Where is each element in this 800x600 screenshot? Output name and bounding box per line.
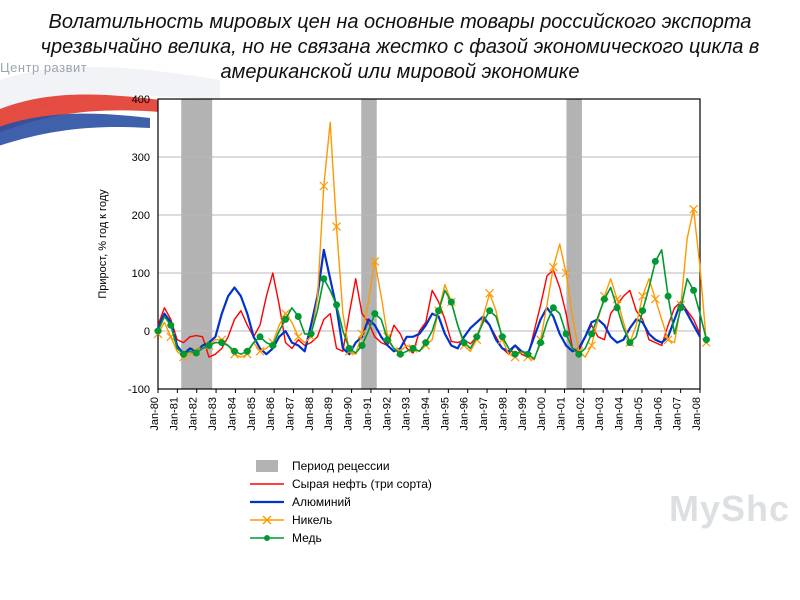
svg-text:300: 300 [132, 152, 150, 164]
svg-text:Jan-02: Jan-02 [575, 397, 587, 431]
svg-text:Jan-91: Jan-91 [362, 397, 374, 431]
svg-text:Прирост, % год к году: Прирост, % год к году [97, 189, 109, 299]
svg-text:Jan-80: Jan-80 [149, 397, 161, 431]
svg-text:Jan-00: Jan-00 [536, 397, 548, 431]
svg-text:Jan-94: Jan-94 [420, 397, 432, 431]
svg-text:Jan-06: Jan-06 [652, 397, 664, 431]
legend-label: Сырая нефть (три сорта) [292, 477, 432, 491]
legend-item: Никель [250, 511, 550, 529]
svg-text:Jan-04: Jan-04 [614, 397, 626, 431]
svg-text:Jan-03: Jan-03 [594, 397, 606, 431]
legend-label: Алюминий [292, 495, 351, 509]
line-chart: -100 0 100 200 300 400 Jan-80 Jan-81 Jan-82 Jan-8… [90, 91, 710, 451]
legend-swatch [250, 495, 284, 509]
svg-text:Jan-88: Jan-88 [304, 397, 316, 431]
svg-text:Jan-93: Jan-93 [401, 397, 413, 431]
svg-text:Jan-95: Jan-95 [439, 397, 451, 431]
svg-text:Jan-08: Jan-08 [691, 397, 703, 431]
legend-swatch [250, 513, 284, 527]
svg-text:Jan-07: Jan-07 [672, 397, 684, 431]
svg-text:Jan-99: Jan-99 [517, 397, 529, 431]
svg-text:100: 100 [132, 268, 150, 280]
svg-text:Jan-84: Jan-84 [226, 397, 238, 431]
svg-text:Jan-96: Jan-96 [459, 397, 471, 431]
svg-text:Jan-90: Jan-90 [343, 397, 355, 431]
legend-item: Медь [250, 529, 550, 547]
legend-label: Период рецессии [292, 459, 390, 473]
svg-text:Jan-92: Jan-92 [381, 397, 393, 431]
legend-swatch [250, 459, 284, 473]
legend-item: Сырая нефть (три сорта) [250, 475, 550, 493]
chart-container: -100 0 100 200 300 400 Jan-80 Jan-81 Jan-82 Jan-8… [90, 91, 710, 547]
svg-text:Jan-97: Jan-97 [478, 397, 490, 431]
svg-text:Jan-82: Jan-82 [188, 397, 200, 431]
svg-text:Jan-85: Jan-85 [246, 397, 258, 431]
svg-text:0: 0 [144, 326, 150, 338]
legend-item: Алюминий [250, 493, 550, 511]
svg-text:Jan-05: Jan-05 [633, 397, 645, 431]
legend-swatch [250, 477, 284, 491]
legend-item: Период рецессии [250, 457, 550, 475]
slide-title: Волатильность мировых цен на основные то… [40, 10, 760, 85]
svg-text:Jan-87: Jan-87 [285, 397, 297, 431]
legend-label: Медь [292, 531, 322, 545]
svg-text:-100: -100 [128, 384, 150, 396]
svg-text:200: 200 [132, 210, 150, 222]
svg-text:Jan-98: Jan-98 [497, 397, 509, 431]
svg-text:Jan-89: Jan-89 [323, 397, 335, 431]
svg-text:Jan-83: Jan-83 [207, 397, 219, 431]
svg-text:Jan-81: Jan-81 [168, 397, 180, 431]
svg-text:Jan-86: Jan-86 [265, 397, 277, 431]
chart-legend: Период рецессии Сырая нефть (три сорта) Ал… [250, 457, 550, 547]
svg-text:Jan-01: Jan-01 [556, 397, 568, 431]
svg-text:400: 400 [132, 94, 150, 106]
legend-label: Никель [292, 513, 332, 527]
legend-swatch [250, 531, 284, 545]
